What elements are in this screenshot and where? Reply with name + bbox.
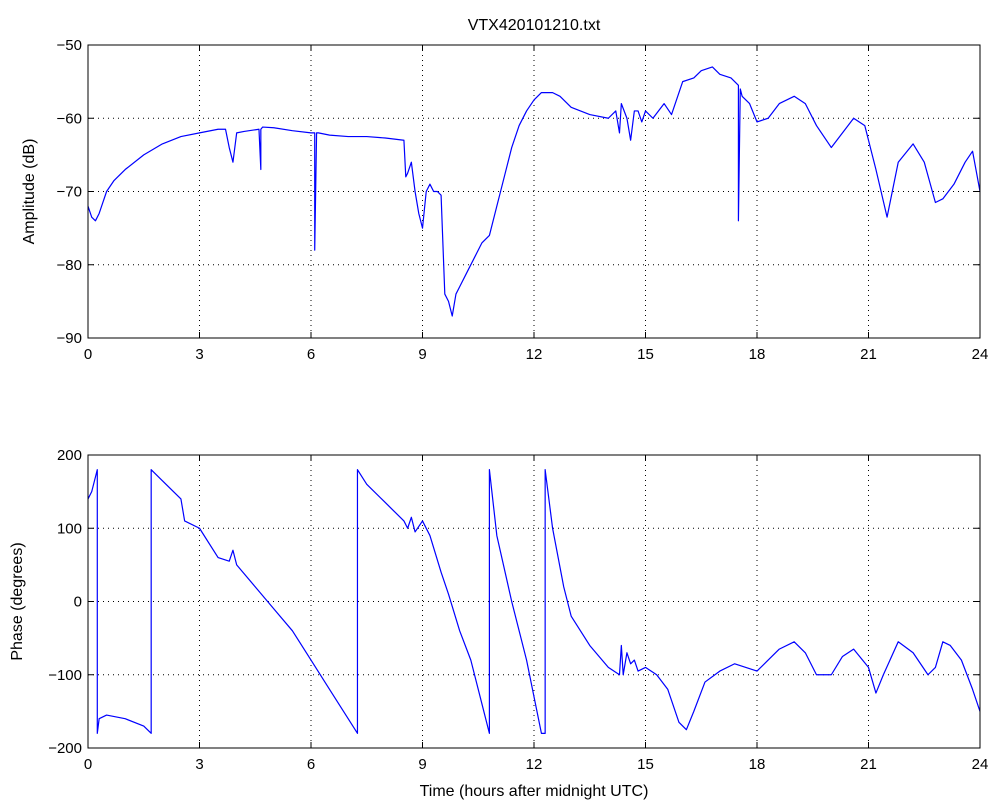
phase-y-axis-label: Phase (degrees) bbox=[9, 542, 26, 660]
phase-panel: 0 3 6 9 12 15 18 21 24 −200 −100 0 100 200 Phase (degr… bbox=[9, 447, 988, 800]
phase-x-tick-label: 18 bbox=[749, 756, 766, 773]
phase-x-tick-label: 21 bbox=[860, 756, 877, 773]
phase-y-tick-label: −100 bbox=[48, 667, 82, 684]
phase-y-tick-label: 100 bbox=[57, 520, 82, 537]
amplitude-series-line bbox=[87, 66, 981, 317]
amplitude-y-axis-label: Amplitude (dB) bbox=[21, 139, 38, 245]
amplitude-x-tick-label: 3 bbox=[195, 346, 203, 363]
amplitude-panel: 0 3 6 9 12 15 18 21 24 −90 −80 −70 −60 −50 Amplitude (… bbox=[21, 37, 988, 363]
phase-x-tick-label: 6 bbox=[307, 756, 315, 773]
phase-x-tick-label: 24 bbox=[972, 756, 989, 773]
phase-x-tick-label: 12 bbox=[526, 756, 543, 773]
amplitude-y-tick-label: −70 bbox=[57, 184, 82, 201]
phase-x-tick-label: 3 bbox=[195, 756, 203, 773]
amplitude-x-tick-label: 24 bbox=[972, 346, 989, 363]
amplitude-x-tick-label: 18 bbox=[749, 346, 766, 363]
amplitude-x-tick-label: 0 bbox=[84, 346, 92, 363]
phase-x-tick-label: 15 bbox=[637, 756, 654, 773]
phase-x-tick-label: 0 bbox=[84, 756, 92, 773]
phase-y-tick-label: 200 bbox=[57, 447, 82, 464]
phase-y-tick-label: 0 bbox=[74, 594, 82, 611]
amplitude-y-tick-label: −80 bbox=[57, 257, 82, 274]
chart-title: VTX420101210.txt bbox=[468, 17, 601, 34]
amplitude-x-tick-label: 12 bbox=[526, 346, 543, 363]
phase-y-tick-label: −200 bbox=[48, 740, 82, 757]
amplitude-x-tick-label: 15 bbox=[637, 346, 654, 363]
amplitude-x-tick-label: 6 bbox=[307, 346, 315, 363]
amplitude-x-tick-label: 9 bbox=[418, 346, 426, 363]
amplitude-y-tick-label: −90 bbox=[57, 330, 82, 347]
phase-x-axis-label: Time (hours after midnight UTC) bbox=[420, 783, 649, 800]
phase-x-tick-label: 9 bbox=[418, 756, 426, 773]
amplitude-y-tick-label: −60 bbox=[57, 110, 82, 127]
amplitude-y-tick-label: −50 bbox=[57, 37, 82, 54]
phase-series-line bbox=[87, 469, 981, 734]
amplitude-x-tick-label: 21 bbox=[860, 346, 877, 363]
